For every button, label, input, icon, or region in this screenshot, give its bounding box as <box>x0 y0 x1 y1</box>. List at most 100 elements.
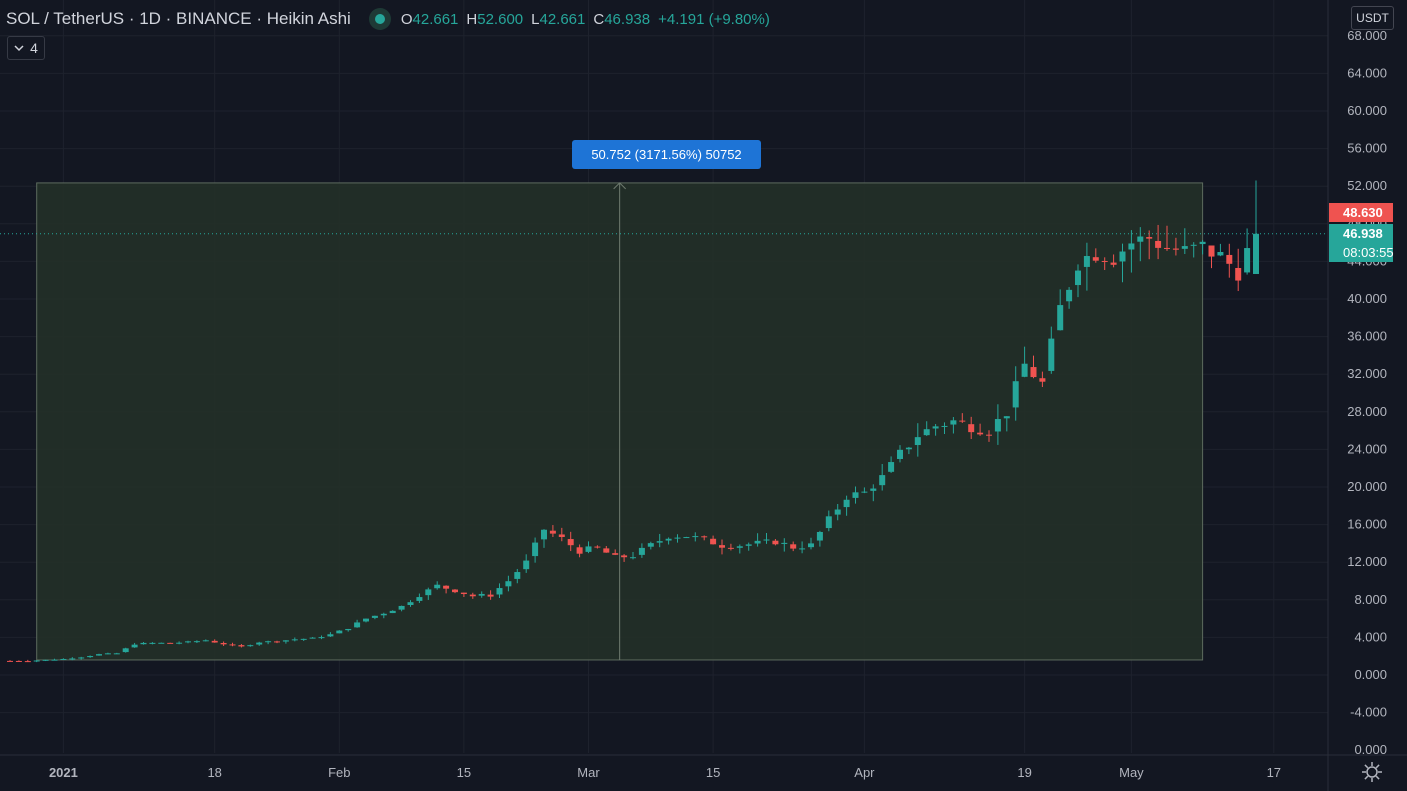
indicator-count: 4 <box>30 40 38 56</box>
bar-countdown: 08:03:55 <box>1343 245 1394 260</box>
candle-body <box>1057 305 1064 331</box>
change-value: +4.191 (+9.80%) <box>658 10 770 28</box>
candle-body <box>140 642 147 645</box>
x-axis: 2021 18 Feb 15 Mar 15 Apr 19 May 17 <box>49 765 1281 780</box>
x-tick-label: 15 <box>457 765 471 780</box>
candle-body <box>541 529 547 540</box>
candle-body <box>665 538 672 541</box>
high-price-tag: 48.630 <box>1329 203 1393 222</box>
candle-body <box>1092 257 1099 261</box>
candle-body <box>834 509 841 515</box>
measure-label[interactable]: 50.752 (3171.56%) 50752 <box>572 140 761 169</box>
indicators-collapse-button[interactable]: 4 <box>7 36 45 60</box>
candle-body <box>1164 247 1170 249</box>
candle-body <box>1146 237 1153 239</box>
x-tick-label: 2021 <box>49 765 78 780</box>
candle-body <box>1155 240 1162 248</box>
x-tick-label: 17 <box>1267 765 1281 780</box>
candle-body <box>496 588 503 595</box>
candle-body <box>69 658 76 660</box>
candle-body <box>7 660 13 662</box>
candle-body <box>1235 268 1242 281</box>
candle-body <box>336 630 343 634</box>
candle-body <box>870 488 877 491</box>
x-tick-label: 19 <box>1017 765 1031 780</box>
open-label: O <box>400 10 413 28</box>
candle-body <box>434 584 441 589</box>
candle-body <box>594 546 601 548</box>
candle-body <box>888 462 895 472</box>
candle-body <box>247 645 254 647</box>
candle-body <box>1226 254 1233 264</box>
close-value: 46.938 <box>604 10 651 28</box>
candle-body <box>176 642 183 644</box>
candle-body <box>754 540 761 544</box>
candle-body <box>585 546 592 552</box>
symbol-title[interactable]: SOL / TetherUS · 1D · BINANCE · Heikin A… <box>6 9 351 28</box>
candle-body <box>211 640 218 643</box>
candle-body <box>380 613 387 616</box>
candle-body <box>986 434 992 436</box>
candle-body <box>256 642 263 645</box>
candle-body <box>656 541 663 543</box>
y-tick-label: 64.000 <box>1347 65 1387 80</box>
candle-body <box>1066 289 1073 302</box>
candle-body <box>549 530 556 534</box>
lower-pane-tick-label: 0.000 <box>1354 742 1387 757</box>
candle-body <box>452 589 458 593</box>
candle-body <box>469 594 476 597</box>
gear-icon[interactable] <box>1360 760 1384 784</box>
candle-body <box>371 615 378 618</box>
candle-body <box>558 534 565 537</box>
candle-body <box>710 538 717 545</box>
candle-body <box>1083 256 1090 267</box>
candle-body <box>638 547 645 555</box>
candle-body <box>1101 260 1108 262</box>
y-axis: 68.00064.00060.00056.00052.00048.00044.0… <box>1347 28 1387 757</box>
candle-body <box>15 660 22 662</box>
measure-arrowhead <box>613 182 627 190</box>
candle-body <box>416 597 423 601</box>
x-tick-label: Feb <box>328 765 350 780</box>
candle-body <box>1128 243 1135 250</box>
y-tick-label: 40.000 <box>1347 291 1387 306</box>
candle-body <box>914 437 921 446</box>
y-tick-label: 24.000 <box>1347 441 1387 456</box>
candle-body <box>897 449 903 459</box>
candle-body <box>60 658 67 660</box>
x-tick-label: 18 <box>207 765 221 780</box>
candle-body <box>51 659 58 661</box>
currency-button[interactable]: USDT <box>1351 6 1394 30</box>
x-tick-label: 15 <box>706 765 720 780</box>
candle-body <box>1208 245 1215 257</box>
candle-body <box>977 432 984 435</box>
y-tick-label: 68.000 <box>1347 28 1387 43</box>
candle-body <box>354 622 361 628</box>
x-tick-label: Mar <box>577 765 600 780</box>
candle-body <box>96 654 102 656</box>
candle-body <box>1021 363 1028 377</box>
candle-body <box>113 653 120 655</box>
close-label: C <box>593 10 605 28</box>
candle-body <box>345 628 352 631</box>
candle-body <box>1048 338 1055 371</box>
low-value: 42.661 <box>539 10 586 28</box>
candle-body <box>460 592 467 595</box>
candle-body <box>1110 262 1117 265</box>
candle-body <box>683 537 690 539</box>
candle-body <box>523 560 530 570</box>
candle-body <box>1244 248 1251 273</box>
candle-body <box>1012 381 1019 408</box>
candle-body <box>33 660 40 662</box>
candle-body <box>1172 248 1179 250</box>
y-tick-label: 36.000 <box>1347 329 1387 344</box>
candle-body <box>318 637 325 639</box>
candle-body <box>923 429 930 436</box>
candle-body <box>1119 251 1126 262</box>
candle-body <box>274 641 280 643</box>
y-tick-label: 12.000 <box>1347 554 1387 569</box>
candle-body <box>799 548 806 550</box>
y-tick-label: 4.000 <box>1354 629 1387 644</box>
y-tick-label: -4.000 <box>1350 705 1387 720</box>
